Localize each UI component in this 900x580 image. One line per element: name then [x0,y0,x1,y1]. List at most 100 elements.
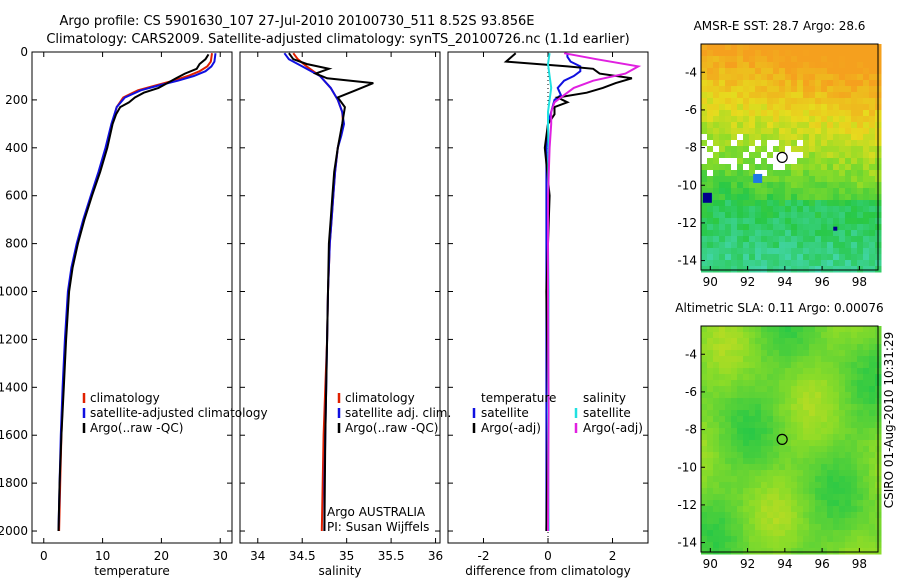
sla-map-cell [773,422,780,429]
sst-map-cell [833,182,840,189]
sla-map-cell [821,422,828,429]
sla-map-cell [743,332,750,339]
temperature-ytick-label: 400 [5,141,28,155]
sla-map-cell [749,482,756,489]
sla-map-cell [845,434,852,441]
sst-map-cell [851,164,858,171]
sst-map-cell [845,266,852,273]
sla-map-cell [737,476,744,483]
sst-map-cell [731,80,738,87]
sla-map-cell [719,344,726,351]
sst-map-cell [701,236,708,243]
sst-map-cell [755,188,762,195]
sst-map-cell [809,176,816,183]
sla-map-cell [803,470,810,477]
sla-map-cell [743,452,750,459]
sla-map-cell [701,380,708,387]
sla-map-cell [857,458,864,465]
sst-map-cell [701,104,708,111]
sst-map-cell [857,266,864,273]
sst-map-cell [737,212,744,219]
sla-map-cell [833,338,840,345]
sst-map-cell [719,44,726,51]
sla-map-cell [755,494,762,501]
sla-map-cell [797,500,804,507]
sla-map-cell [797,338,804,345]
sst-map-cell [869,86,876,93]
sla-map-cell [845,506,852,513]
sst-map-cell [857,242,864,249]
sla-map-cell [731,350,738,357]
sst-map-cell [707,92,714,99]
sst-map-cell [809,248,816,255]
sst-map-cell [707,164,714,171]
sla-map-cell [809,404,816,411]
sla-map-cell [773,488,780,495]
sla-map-cell [743,404,750,411]
difference-legend-heading: temperature [481,391,556,405]
sla-map-cell [863,356,870,363]
sla-map-cell [869,422,876,429]
sla-map-cells [701,326,882,555]
sla-map-cell [755,440,762,447]
sst-map-cell [821,98,828,105]
sla-map-cell [725,356,732,363]
sst-map-cell [797,200,804,207]
sst-map-cell [779,152,786,159]
sla-map-cell [833,434,840,441]
sst-map-cell [725,152,732,159]
sla-map-cell [815,488,822,495]
sst-map-cell [803,212,810,219]
sla-map-cell [749,470,756,477]
sla-map-cell [851,530,858,537]
sst-map-cell [707,50,714,57]
sla-map-cell [767,500,774,507]
sst-map-cell [803,116,810,123]
sst-map-cell [731,194,738,201]
sst-map-cell [737,104,744,111]
sst-map-cell [869,50,876,57]
sst-map-cell [773,188,780,195]
sst-map-cell [761,230,768,237]
sst-map-cell [785,260,792,267]
sla-map-cell [797,398,804,405]
sst-map-cell [791,110,798,117]
sla-map-cell [857,482,864,489]
sst-map-cell [785,104,792,111]
sst-map-cell [857,86,864,93]
sst-map-cell [713,176,720,183]
sst-map-cell [707,212,714,219]
sst-map-cell [827,44,834,51]
sla-map-cell [797,362,804,369]
sla-map-cell [815,500,822,507]
sla-map-cell [755,482,762,489]
sst-map-cell [701,176,708,183]
sst-map-cell [773,248,780,255]
sst-map-cell [797,218,804,225]
sst-map-cell [821,194,828,201]
sst-map-cell [827,212,834,219]
sla-map-cell [713,482,720,489]
sst-map-cell [767,242,774,249]
sst-map-cell [707,56,714,63]
sst-map-cell [737,218,744,225]
sla-map-cell [749,518,756,525]
sst-map-cell [743,200,750,207]
sst-map-cell [815,176,822,183]
sst-map-cell [725,266,732,273]
sla-map-cell [707,440,714,447]
sst-map-cell [791,44,798,51]
sla-map-cell [725,452,732,459]
sst-map-cell [737,194,744,201]
sla-map-cell [725,536,732,543]
sla-map-cell [731,524,738,531]
sst-map-cell [863,236,870,243]
sla-map-cell [797,452,804,459]
sst-map-cell [701,158,708,165]
sst-map-ytick-label: -4 [685,65,697,79]
sst-map-cell [833,230,840,237]
sla-map-cell [743,374,750,381]
sla-map-cell [863,410,870,417]
sst-map-cell [815,254,822,261]
sst-map-cell [761,56,768,63]
